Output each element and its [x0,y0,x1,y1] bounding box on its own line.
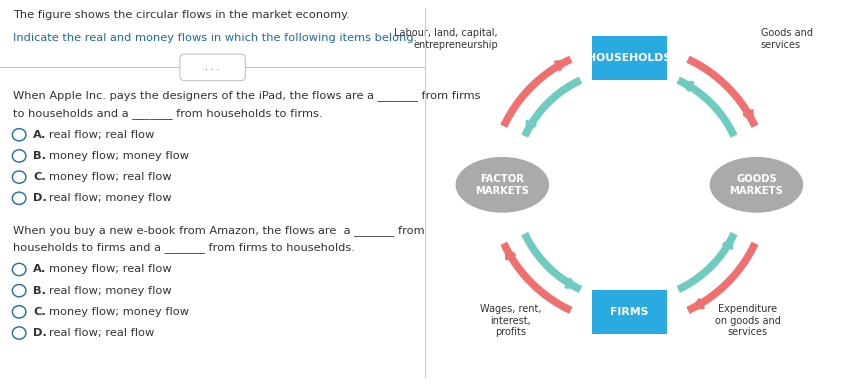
Text: B.: B. [33,286,46,296]
Text: real flow; money flow: real flow; money flow [49,193,172,203]
Ellipse shape [456,157,549,213]
Text: to households and a _______ from households to firms.: to households and a _______ from househo… [13,108,322,119]
Text: D.: D. [33,328,47,338]
Text: Goods and
services: Goods and services [760,28,813,50]
Text: B.: B. [33,151,46,161]
Text: money flow; real flow: money flow; real flow [49,172,172,182]
Text: money flow; real flow: money flow; real flow [49,264,172,275]
Text: A.: A. [33,264,46,275]
Text: money flow; money flow: money flow; money flow [49,307,189,317]
Text: GOODS
MARKETS: GOODS MARKETS [729,174,783,196]
FancyBboxPatch shape [592,290,667,334]
Text: real flow; real flow: real flow; real flow [49,130,154,140]
Text: Expenditure
on goods and
services: Expenditure on goods and services [715,304,781,337]
Text: A.: A. [33,130,46,140]
Text: Wages, rent,
interest,
profits: Wages, rent, interest, profits [480,304,541,337]
Text: D.: D. [33,193,47,203]
FancyBboxPatch shape [180,54,245,81]
FancyBboxPatch shape [414,169,436,218]
Text: money flow; money flow: money flow; money flow [49,151,189,161]
Text: When Apple Inc. pays the designers of the iPad, the flows are a _______ from fir: When Apple Inc. pays the designers of th… [13,90,480,101]
Text: real flow; real flow: real flow; real flow [49,328,154,338]
Text: HOUSEHOLDS: HOUSEHOLDS [588,53,671,63]
Text: FIRMS: FIRMS [610,307,648,317]
Text: . . .: . . . [205,63,220,72]
Text: FACTOR
MARKETS: FACTOR MARKETS [476,174,530,196]
Text: households to firms and a _______ from firms to households.: households to firms and a _______ from f… [13,242,354,253]
Text: When you buy a new e-book from Amazon, the flows are  a _______ from: When you buy a new e-book from Amazon, t… [13,225,424,236]
Text: The figure shows the circular flows in the market economy.: The figure shows the circular flows in t… [13,10,349,20]
Text: Labour, land, capital,
entrepreneurship: Labour, land, capital, entrepreneurship [394,28,498,50]
Text: Indicate the real and money flows in which the following items belong.: Indicate the real and money flows in whi… [13,33,417,43]
FancyBboxPatch shape [592,35,667,80]
Text: C.: C. [33,172,46,182]
Text: C.: C. [33,307,46,317]
Text: real flow; money flow: real flow; money flow [49,286,172,296]
Ellipse shape [710,157,803,213]
